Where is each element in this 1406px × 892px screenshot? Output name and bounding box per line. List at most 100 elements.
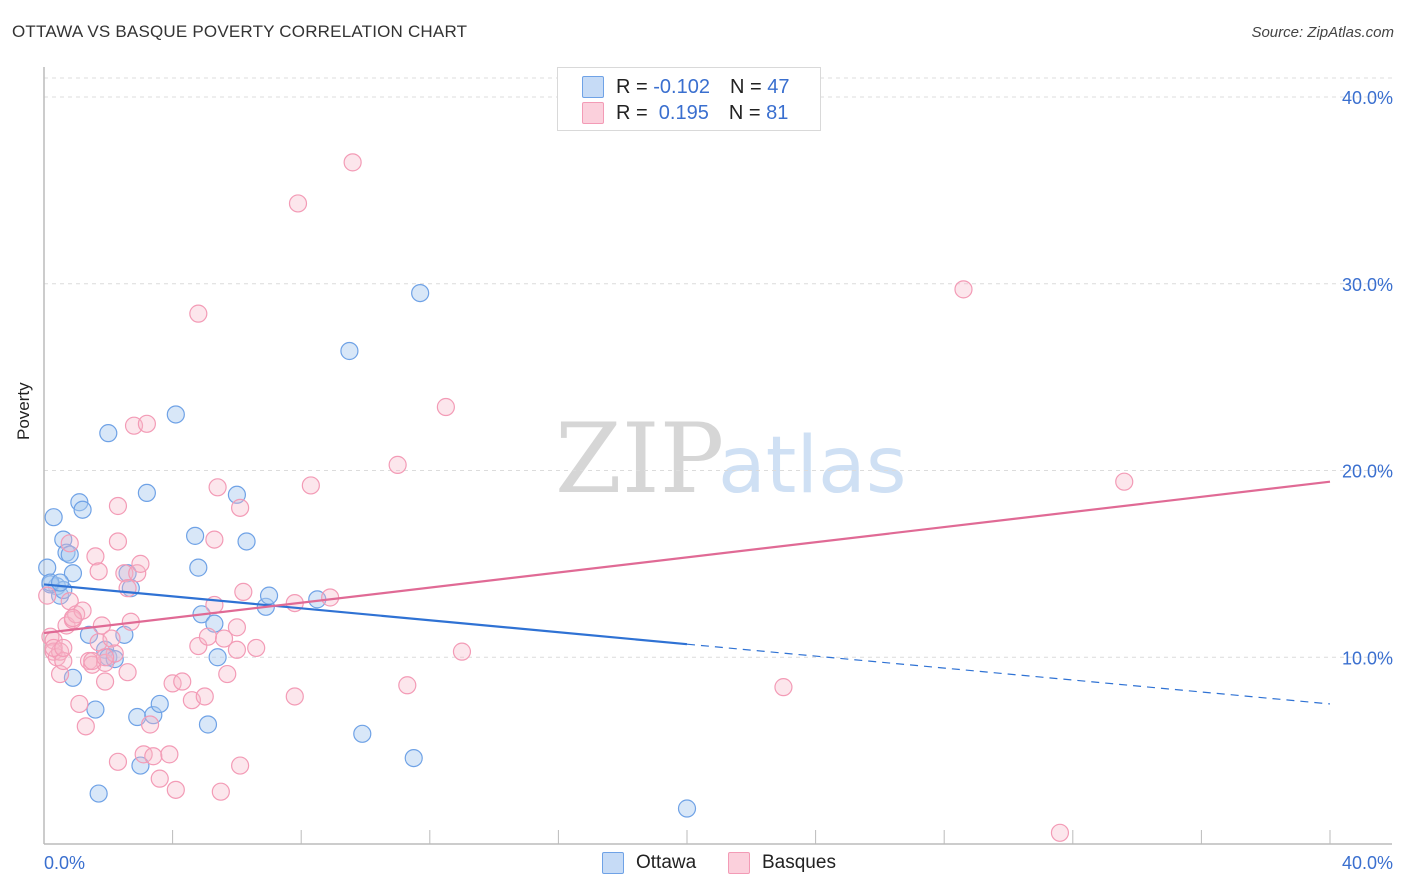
point-basques: [1115, 472, 1134, 491]
point-ottawa: [189, 558, 208, 577]
point-basques: [118, 663, 137, 682]
legend-swatch-basques: [582, 102, 604, 124]
point-basques: [227, 640, 246, 659]
x-tick-label-left: 0.0%: [44, 853, 85, 873]
point-basques: [195, 687, 214, 706]
point-ottawa: [86, 700, 105, 719]
point-basques: [73, 601, 92, 620]
point-ottawa: [198, 715, 218, 734]
point-basques: [189, 636, 208, 656]
point-basques: [231, 756, 250, 775]
point-ottawa: [411, 283, 430, 303]
legend-r-value-basques: 0.195: [653, 101, 709, 124]
point-ottawa: [259, 586, 279, 605]
point-basques: [452, 642, 472, 661]
point-ottawa: [186, 526, 205, 545]
point-ottawa: [63, 564, 83, 583]
point-basques: [54, 638, 73, 658]
series-swatch-ottawa: [602, 852, 624, 874]
point-basques: [76, 717, 95, 736]
point-basques: [205, 530, 224, 549]
point-ottawa: [404, 748, 423, 768]
y-tick-label: 10.0%: [1342, 648, 1393, 668]
correlation-legend: R = -0.102 N = 47 R = 0.195 N = 81: [557, 67, 821, 131]
watermark-zip: ZIP: [555, 403, 724, 515]
point-basques: [173, 672, 192, 691]
series-legend-basques[interactable]: Basques: [728, 852, 836, 874]
point-ottawa: [340, 341, 359, 361]
point-basques: [108, 532, 128, 551]
point-basques: [89, 562, 108, 581]
point-ottawa: [73, 500, 92, 519]
point-basques: [234, 582, 253, 601]
point-basques: [288, 194, 308, 213]
point-basques: [398, 676, 417, 695]
point-basques: [150, 769, 169, 788]
point-basques: [144, 747, 163, 766]
point-basques: [218, 664, 237, 684]
point-basques: [140, 715, 160, 734]
legend-n-value-basques: 81: [766, 101, 789, 124]
point-ottawa: [166, 405, 185, 424]
point-ottawa: [89, 784, 108, 803]
point-basques: [38, 586, 57, 605]
watermark-atlas: atlas: [718, 421, 907, 511]
point-basques: [208, 478, 227, 497]
point-basques: [108, 496, 128, 516]
point-basques: [44, 638, 63, 658]
series-swatch-basques: [728, 852, 750, 874]
legend-row-basques: R = 0.195 N = 81: [582, 100, 788, 126]
series-label-basques: Basques: [762, 852, 836, 873]
point-basques: [954, 280, 973, 299]
point-basques: [211, 782, 230, 801]
y-tick-label: 20.0%: [1342, 462, 1393, 482]
point-basques: [60, 534, 79, 553]
point-ottawa: [150, 694, 169, 714]
point-basques: [227, 618, 246, 637]
legend-r-label: R =: [616, 75, 648, 98]
point-basques: [70, 694, 89, 714]
trendline-ottawa: [43, 583, 688, 646]
point-ottawa: [38, 558, 57, 577]
point-basques: [189, 304, 208, 323]
legend-row-ottawa: R = -0.102 N = 47: [582, 74, 789, 100]
point-basques: [86, 547, 105, 566]
legend-n-label: N =: [728, 101, 761, 124]
point-basques: [105, 644, 124, 663]
series-legend: Ottawa Basques: [0, 852, 1406, 878]
point-basques: [118, 579, 137, 598]
point-ottawa: [237, 532, 256, 551]
point-basques: [214, 629, 234, 648]
point-ottawa: [208, 648, 227, 667]
series-label-ottawa: Ottawa: [636, 852, 697, 873]
point-basques: [54, 651, 73, 671]
point-ottawa: [44, 508, 63, 527]
y-tick-label: 30.0%: [1342, 275, 1393, 295]
point-basques: [95, 648, 115, 667]
point-basques: [231, 498, 250, 517]
legend-n-value-ottawa: 47: [767, 75, 790, 98]
point-basques: [343, 153, 362, 172]
point-basques: [285, 687, 304, 706]
legend-r-value-ottawa: -0.102: [653, 75, 710, 98]
point-ottawa: [677, 799, 697, 818]
point-basques: [247, 638, 266, 658]
legend-r-label: R =: [616, 101, 648, 124]
point-basques: [166, 780, 185, 799]
trendline-extension-ottawa: [686, 643, 1331, 705]
point-basques: [301, 476, 320, 495]
series-legend-ottawa[interactable]: Ottawa: [602, 852, 696, 874]
point-basques: [102, 629, 121, 648]
x-tick-label-right: 40.0%: [1342, 853, 1393, 873]
point-basques: [774, 678, 793, 697]
point-basques: [321, 588, 340, 607]
point-ottawa: [131, 756, 150, 775]
legend-n-label: N =: [729, 75, 762, 98]
point-ottawa: [79, 625, 99, 644]
point-basques: [108, 752, 128, 771]
point-basques: [436, 397, 455, 417]
chart-title: OTTAWA VS BASQUE POVERTY CORRELATION CHA…: [12, 22, 468, 41]
point-basques: [1050, 823, 1070, 842]
point-ottawa: [137, 483, 156, 503]
